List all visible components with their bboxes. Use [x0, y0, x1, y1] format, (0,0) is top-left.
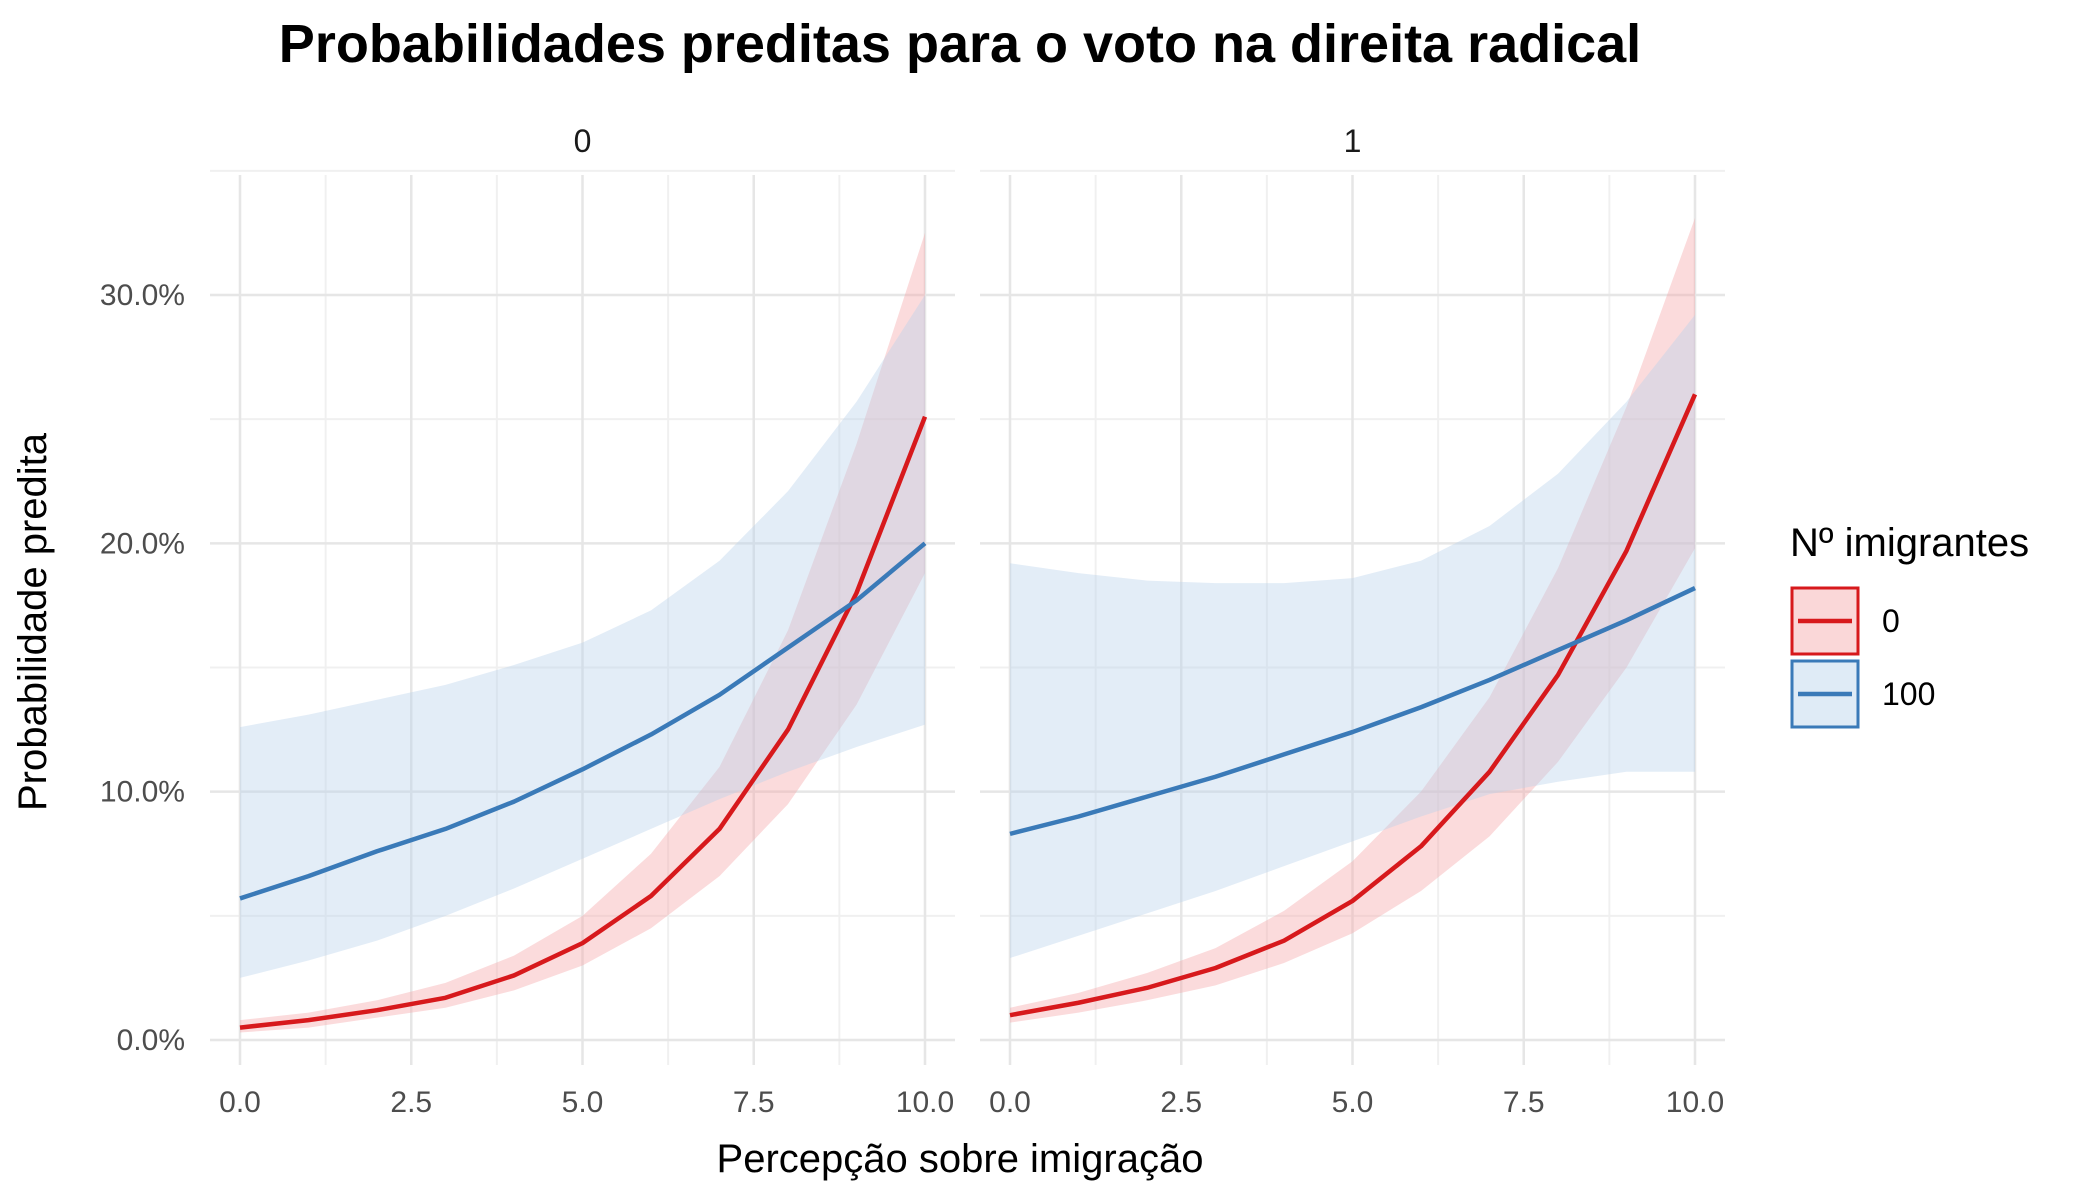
legend-label: 0 [1882, 603, 1900, 639]
y-axis-title: Probabilidade predita [11, 432, 55, 811]
confidence-ribbon-0 [1010, 218, 1695, 1023]
legend-entry: 0 [1790, 586, 1900, 656]
y-tick-label: 10.0% [100, 776, 185, 809]
x-tick-label: 5.0 [1332, 1086, 1374, 1119]
series-line-0 [1009, 393, 1698, 1018]
legend-title: Nº imigrantes [1790, 521, 2029, 565]
x-tick-label: 0.0 [989, 1086, 1031, 1119]
x-tick-label: 7.5 [1503, 1086, 1545, 1119]
x-tick-label: 2.5 [1160, 1086, 1202, 1119]
x-tick-label: 10.0 [896, 1086, 954, 1119]
legend-entry: 100 [1790, 659, 1935, 729]
confidence-ribbon-100 [240, 295, 925, 978]
x-tick-label: 10.0 [1666, 1086, 1724, 1119]
legend: Nº imigrantes 0 100 [1790, 521, 2029, 729]
x-tick-label: 7.5 [733, 1086, 775, 1119]
x-axis-title: Percepção sobre imigração [717, 1137, 1204, 1181]
series-line-100 [239, 541, 927, 901]
series-line-0 [239, 415, 928, 1030]
facet-strip-label: 1 [1344, 123, 1362, 159]
legend-label: 100 [1882, 676, 1935, 712]
confidence-ribbon-100 [1010, 314, 1695, 959]
x-tick-label: 2.5 [390, 1086, 432, 1119]
series-line-100 [1009, 585, 1696, 837]
facet-strip-label: 0 [574, 123, 592, 159]
chart-title: Probabilidades preditas para o voto na d… [279, 14, 1641, 74]
confidence-ribbon-0 [240, 232, 925, 1033]
facet-panel: 10.0 2.5 5.0 7.5 10.0 [980, 123, 1725, 1119]
x-tick-label: 0.0 [219, 1086, 261, 1119]
y-tick-label: 0.0% [117, 1024, 185, 1057]
y-tick-label: 20.0% [100, 527, 185, 560]
x-tick-label: 5.0 [562, 1086, 604, 1119]
y-tick-label: 30.0% [100, 279, 185, 312]
facet-panel: 0 0.0 2.5 5.0 7.5 10.0 0.0% 10.0% 20.0% 30.0% [100, 123, 955, 1119]
facet-panels: 00.0 2.5 5.0 7.5 10.00.0%10.0%20.0%30.0%10.0… [100, 123, 1725, 1119]
